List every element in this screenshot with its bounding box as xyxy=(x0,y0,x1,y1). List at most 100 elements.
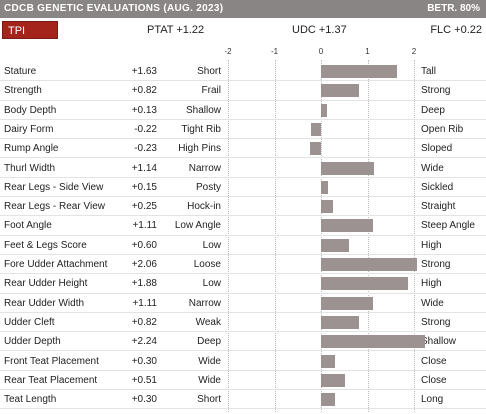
bar xyxy=(321,258,417,271)
trait-name: Rear Teat Placement xyxy=(4,374,98,386)
trait-value: +1.11 xyxy=(132,297,157,309)
trait-row: Foot Angle +1.11 Low Angle Steep Angle xyxy=(0,216,486,236)
summary-row: TPI +2785 PTAT +1.22 UDC +1.37 FLC +0.22 xyxy=(0,20,486,55)
trait-value: +0.13 xyxy=(131,104,157,116)
trait-name: Body Depth xyxy=(4,104,57,116)
gridline xyxy=(367,60,369,412)
tpi-badge: TPI +2785 xyxy=(2,21,58,55)
trait-row: Body Depth +0.13 Shallow Deep xyxy=(0,101,486,120)
trait-value: +2.06 xyxy=(131,259,157,270)
gridline xyxy=(274,60,276,412)
trait-name: Rear Legs - Rear View xyxy=(4,201,105,213)
bar xyxy=(321,315,360,329)
trait-value: +0.82 xyxy=(131,316,157,328)
bar xyxy=(321,161,374,175)
trait-row: Udder Cleft +0.82 Weak Strong xyxy=(0,313,486,333)
trait-low-label: Hock-in xyxy=(187,201,221,213)
bar xyxy=(310,122,321,136)
trait-low-label: High Pins xyxy=(178,143,221,155)
trait-name: Fore Udder Attachment xyxy=(4,259,108,270)
bar xyxy=(321,65,397,78)
bar xyxy=(321,296,373,310)
bar xyxy=(321,84,360,98)
trait-value: +1.14 xyxy=(131,162,157,174)
trait-row: Rump Angle -0.23 High Pins Sloped xyxy=(0,139,486,159)
trait-row: Rear Legs - Rear View +0.25 Hock-in Straigh… xyxy=(0,197,486,217)
gridline xyxy=(228,60,229,412)
trait-name: Teat Length xyxy=(4,394,57,406)
trait-row: Teat Length +0.30 Short Long xyxy=(0,390,486,410)
trait-high-label: Sickled xyxy=(421,181,454,193)
trait-value: +1.11 xyxy=(132,220,157,232)
trait-low-label: Narrow xyxy=(188,297,221,309)
trait-high-label: Straight xyxy=(421,201,456,213)
trait-value: +2.24 xyxy=(131,336,157,348)
trait-high-label: Wide xyxy=(421,297,444,309)
trait-row: Rear Udder Height +1.88 Low High xyxy=(0,274,486,294)
trait-name: Strength xyxy=(4,85,42,97)
trait-row: Rear Legs - Side View +0.15 Posty Sickled xyxy=(0,178,486,198)
trait-name: Rear Udder Height xyxy=(4,278,88,290)
trait-row: Stature +1.63 Short Tall xyxy=(0,62,486,82)
tick-label: -2 xyxy=(224,47,232,56)
trait-value: +0.60 xyxy=(131,239,157,251)
trait-row: Rear Udder Width +1.11 Narrow Wide xyxy=(0,294,486,313)
trait-row: Dairy Form -0.22 Tight Rib Open Rib xyxy=(0,120,486,140)
trait-name: Rear Legs - Side View xyxy=(4,181,104,193)
trait-high-label: Tall xyxy=(421,66,437,77)
trait-low-label: Narrow xyxy=(188,162,221,174)
trait-row: Strength +0.82 Frail Strong xyxy=(0,81,486,101)
tick-label: 2 xyxy=(411,47,417,56)
bar xyxy=(321,373,345,387)
udc-value: UDC +1.37 xyxy=(292,24,347,36)
trait-low-label: Low Angle xyxy=(174,220,221,232)
trait-name: Stature xyxy=(4,66,37,77)
trait-name: Udder Depth xyxy=(4,336,61,348)
trait-low-label: Tight Rib xyxy=(181,123,221,135)
trait-low-label: Posty xyxy=(195,181,221,193)
trait-name: Udder Cleft xyxy=(4,316,55,328)
trait-high-label: Strong xyxy=(421,259,451,270)
trait-value: -0.22 xyxy=(134,123,157,135)
trait-low-label: Low xyxy=(202,239,221,251)
trait-row: Feet & Legs Score +0.60 Low High xyxy=(0,236,486,255)
bar xyxy=(321,219,373,233)
trait-row: Udder Depth +2.24 Deep Shallow xyxy=(0,332,486,352)
trait-name: Dairy Form xyxy=(4,123,54,135)
trait-high-label: Strong xyxy=(421,316,451,328)
tick-label: 0 xyxy=(318,47,324,56)
trait-name: Feet & Legs Score xyxy=(4,239,87,251)
trait-high-label: Shallow xyxy=(421,336,457,348)
trait-high-label: Strong xyxy=(421,85,451,97)
trait-high-label: Close xyxy=(421,355,447,367)
trait-high-label: High xyxy=(421,239,442,251)
header-bar: CDCB GENETIC EVALUATIONS (AUG. 2023) BET… xyxy=(0,0,486,18)
gridline xyxy=(414,60,415,412)
trait-name: Thurl Width xyxy=(4,162,56,174)
trait-row: Fore Udder Attachment +2.06 Loose Strong xyxy=(0,255,486,275)
trait-high-label: Open Rib xyxy=(421,123,464,135)
trait-name: Rump Angle xyxy=(4,143,59,155)
tick-label: -1 xyxy=(270,47,279,56)
bar xyxy=(321,354,335,368)
trait-low-label: Low xyxy=(202,278,221,290)
trait-name: Foot Angle xyxy=(4,220,52,232)
trait-row: Thurl Width +1.14 Narrow Wide xyxy=(0,159,486,178)
trait-value: +0.51 xyxy=(131,374,157,386)
bar xyxy=(321,393,335,407)
ptat-value: PTAT +1.22 xyxy=(147,24,205,36)
gridline xyxy=(321,60,322,412)
bar xyxy=(321,238,349,252)
trait-high-label: Sloped xyxy=(421,143,453,155)
trait-low-label: Frail xyxy=(201,85,221,97)
trait-high-label: Steep Angle xyxy=(421,220,475,232)
trait-high-label: Wide xyxy=(421,162,444,174)
trait-name: Rear Udder Width xyxy=(4,297,85,309)
bar xyxy=(321,277,409,291)
trait-row: Front Teat Placement +0.30 Wide Close xyxy=(0,352,486,371)
trait-value: -0.23 xyxy=(134,143,157,155)
bar xyxy=(321,103,328,117)
trait-value: +0.30 xyxy=(131,355,157,367)
reliability-label: BETR. 80% xyxy=(427,3,480,14)
flc-value: FLC +0.22 xyxy=(430,24,482,36)
